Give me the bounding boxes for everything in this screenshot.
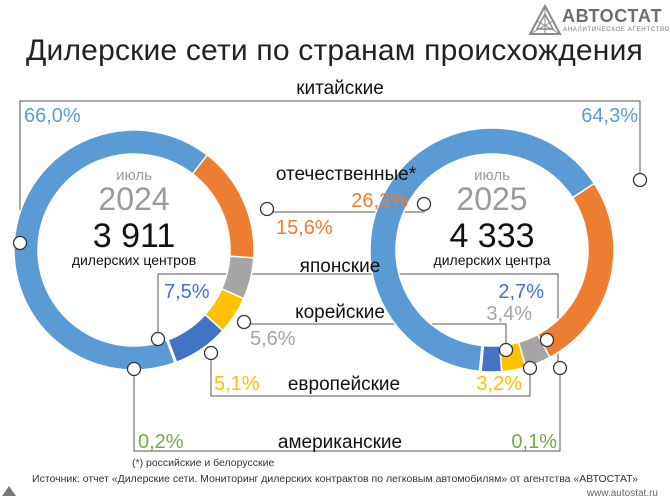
category-label-korean: корейские <box>295 302 385 323</box>
connector-american <box>133 368 561 452</box>
category-label-domestic: отечественные* <box>276 164 417 185</box>
marker-dot <box>552 360 568 376</box>
source-note: Источник: отчет «Дилерские сети. Монитор… <box>32 473 638 485</box>
center-unit: дилерских центра <box>434 252 551 268</box>
value-2024-american: 0,2% <box>138 431 184 453</box>
value-2025-american: 0,1% <box>511 431 557 453</box>
category-label-european: европейские <box>288 374 400 395</box>
value-2025-domestic: 26,3% <box>351 190 408 212</box>
marker-dot <box>522 360 538 376</box>
center-month: июль <box>116 167 152 184</box>
slice-chinese <box>369 127 596 373</box>
marker-dot <box>632 172 648 188</box>
marker-dot <box>150 331 166 347</box>
slice-japanese <box>480 344 503 373</box>
value-2025-korean: 3,4% <box>486 303 532 325</box>
marker-dot <box>203 345 219 361</box>
logo-triangle-icon <box>528 3 562 35</box>
value-2024-japanese: 7,5% <box>164 281 210 303</box>
center-year: 2024 <box>98 181 169 217</box>
marker-dot <box>236 314 252 330</box>
connector-chinese <box>19 100 641 243</box>
logo-name: АВТОСТАТ <box>562 6 663 26</box>
marker-dot <box>539 332 555 348</box>
category-label-chinese: китайские <box>296 78 384 99</box>
value-2025-european: 3,2% <box>476 373 522 395</box>
slice-american <box>165 338 178 364</box>
slice-domestic <box>191 153 255 259</box>
slice-chinese <box>13 129 209 371</box>
marker-dot <box>416 196 432 212</box>
center-year: 2025 <box>456 181 527 217</box>
value-2025-japanese: 2,7% <box>498 281 544 303</box>
center-count: 3 911 <box>93 217 176 255</box>
value-2024-korean: 5,6% <box>250 328 296 350</box>
slice-american <box>478 344 485 373</box>
donut-2025 <box>369 127 615 373</box>
marker-dot <box>259 201 275 217</box>
site-url: www.autostat.ru <box>586 488 658 499</box>
marker-dot <box>126 361 142 377</box>
center-count: 4 333 <box>449 217 534 255</box>
center-unit: дилерских центров <box>72 252 196 268</box>
value-2024-domestic: 15,6% <box>276 217 333 239</box>
value-2024-european: 5,1% <box>214 373 260 395</box>
value-2025-chinese: 64,3% <box>581 105 638 127</box>
page-title: Дилерские сети по странам происхождения <box>26 34 643 67</box>
marker-dot <box>12 235 28 251</box>
connector-european <box>210 353 531 397</box>
donut-2024 <box>13 129 255 371</box>
slice-domestic <box>536 182 615 359</box>
logo-tagline: АНАЛИТИЧЕСКОЕ АГЕНТСТВО <box>563 26 670 33</box>
category-label-american: американские <box>278 432 402 453</box>
center-month: июль <box>474 167 510 184</box>
marker-dot <box>498 342 514 358</box>
footnote: (*) российские и белорусские <box>132 457 275 469</box>
autostat-logo: АВТОСТАТ АНАЛИТИЧЕСКОЕ АГЕНТСТВО <box>528 3 669 38</box>
corner-logo-icon <box>2 486 16 496</box>
value-2024-chinese: 66,0% <box>24 105 81 127</box>
category-label-japanese: японские <box>300 256 381 277</box>
